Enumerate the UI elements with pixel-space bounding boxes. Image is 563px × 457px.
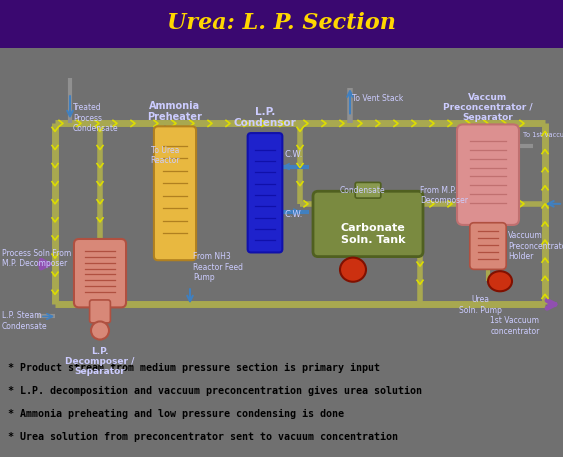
- Text: * Ammonia preheating and low pressure condensing is done: * Ammonia preheating and low pressure co…: [8, 409, 345, 419]
- Text: * Urea solution from preconcentrator sent to vacuum concentration: * Urea solution from preconcentrator sen…: [8, 432, 399, 442]
- Text: * Product stream from medium pressure section is primary input: * Product stream from medium pressure se…: [8, 362, 381, 372]
- Ellipse shape: [340, 258, 366, 282]
- Text: Condensate: Condensate: [340, 186, 386, 195]
- FancyBboxPatch shape: [154, 126, 196, 260]
- FancyBboxPatch shape: [457, 124, 519, 225]
- Text: Treated
Process
Condensate: Treated Process Condensate: [73, 103, 119, 133]
- Text: Vaccuum
Preconcentrator
Holder: Vaccuum Preconcentrator Holder: [508, 231, 563, 261]
- Text: L.P. Steam
Condensate: L.P. Steam Condensate: [2, 311, 48, 331]
- Text: To Vent Stack: To Vent Stack: [352, 94, 403, 103]
- Text: L.P.
Condensor: L.P. Condensor: [234, 107, 296, 128]
- FancyBboxPatch shape: [74, 239, 126, 308]
- Text: Ammonia
Preheater: Ammonia Preheater: [148, 101, 203, 122]
- FancyBboxPatch shape: [248, 133, 283, 252]
- Text: From NH3
Reactor Feed
Pump: From NH3 Reactor Feed Pump: [193, 252, 243, 282]
- FancyBboxPatch shape: [313, 191, 423, 257]
- Text: * L.P. decomposition and vaccuum preconcentration gives urea solution: * L.P. decomposition and vaccuum preconc…: [8, 386, 422, 396]
- Text: To 1st vaccuum System: To 1st vaccuum System: [523, 133, 563, 138]
- Text: 1st Vaccuum
concentrator: 1st Vaccuum concentrator: [490, 316, 540, 336]
- Text: Carbonate
Soln. Tank: Carbonate Soln. Tank: [341, 223, 405, 245]
- Text: Urea: L. P. Section: Urea: L. P. Section: [167, 12, 396, 34]
- Text: C.W.: C.W.: [285, 149, 303, 159]
- Text: L.P.
Decomposer /
Separator: L.P. Decomposer / Separator: [65, 346, 135, 377]
- Ellipse shape: [488, 271, 512, 291]
- Text: C.W.: C.W.: [285, 210, 303, 219]
- FancyBboxPatch shape: [355, 182, 381, 198]
- Ellipse shape: [91, 321, 109, 340]
- FancyBboxPatch shape: [470, 223, 506, 269]
- Text: To Urea
Reactor: To Urea Reactor: [150, 145, 180, 165]
- Text: Vaccum
Preconcentrator /
Separator: Vaccum Preconcentrator / Separator: [443, 93, 533, 122]
- Text: Process Soln From
M.P. Decomposer: Process Soln From M.P. Decomposer: [2, 249, 72, 268]
- FancyBboxPatch shape: [90, 300, 110, 323]
- Text: Urea
Soln. Pump: Urea Soln. Pump: [458, 295, 502, 315]
- Text: From M.P.
Decomposer: From M.P. Decomposer: [420, 186, 468, 205]
